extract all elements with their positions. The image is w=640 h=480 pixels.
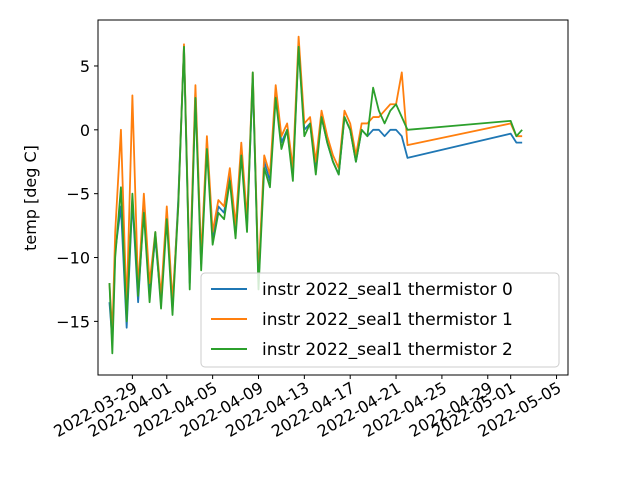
legend: instr 2022_seal1 thermistor 0 instr 2022_…	[200, 272, 560, 368]
y-tick-label: −5	[66, 185, 90, 204]
y-tick-label: −10	[56, 249, 90, 268]
y-tick-label: 5	[80, 57, 90, 76]
y-axis: −15 −10 −5 0 5	[56, 57, 98, 331]
legend-label: instr 2022_seal1 thermistor 2	[262, 340, 513, 360]
series-line-2	[108, 45, 523, 355]
plot-frame	[97, 19, 569, 376]
series-layer	[108, 35, 523, 355]
legend-box	[200, 272, 560, 368]
y-tick-label: −15	[56, 312, 90, 331]
y-tick-label: 0	[80, 121, 90, 140]
y-axis-label: temp [deg C]	[21, 145, 40, 251]
legend-label: instr 2022_seal1 thermistor 0	[262, 280, 513, 300]
legend-label: instr 2022_seal1 thermistor 1	[262, 310, 513, 330]
x-axis: 2022-03-292022-04-012022-04-052022-04-09…	[50, 375, 565, 441]
